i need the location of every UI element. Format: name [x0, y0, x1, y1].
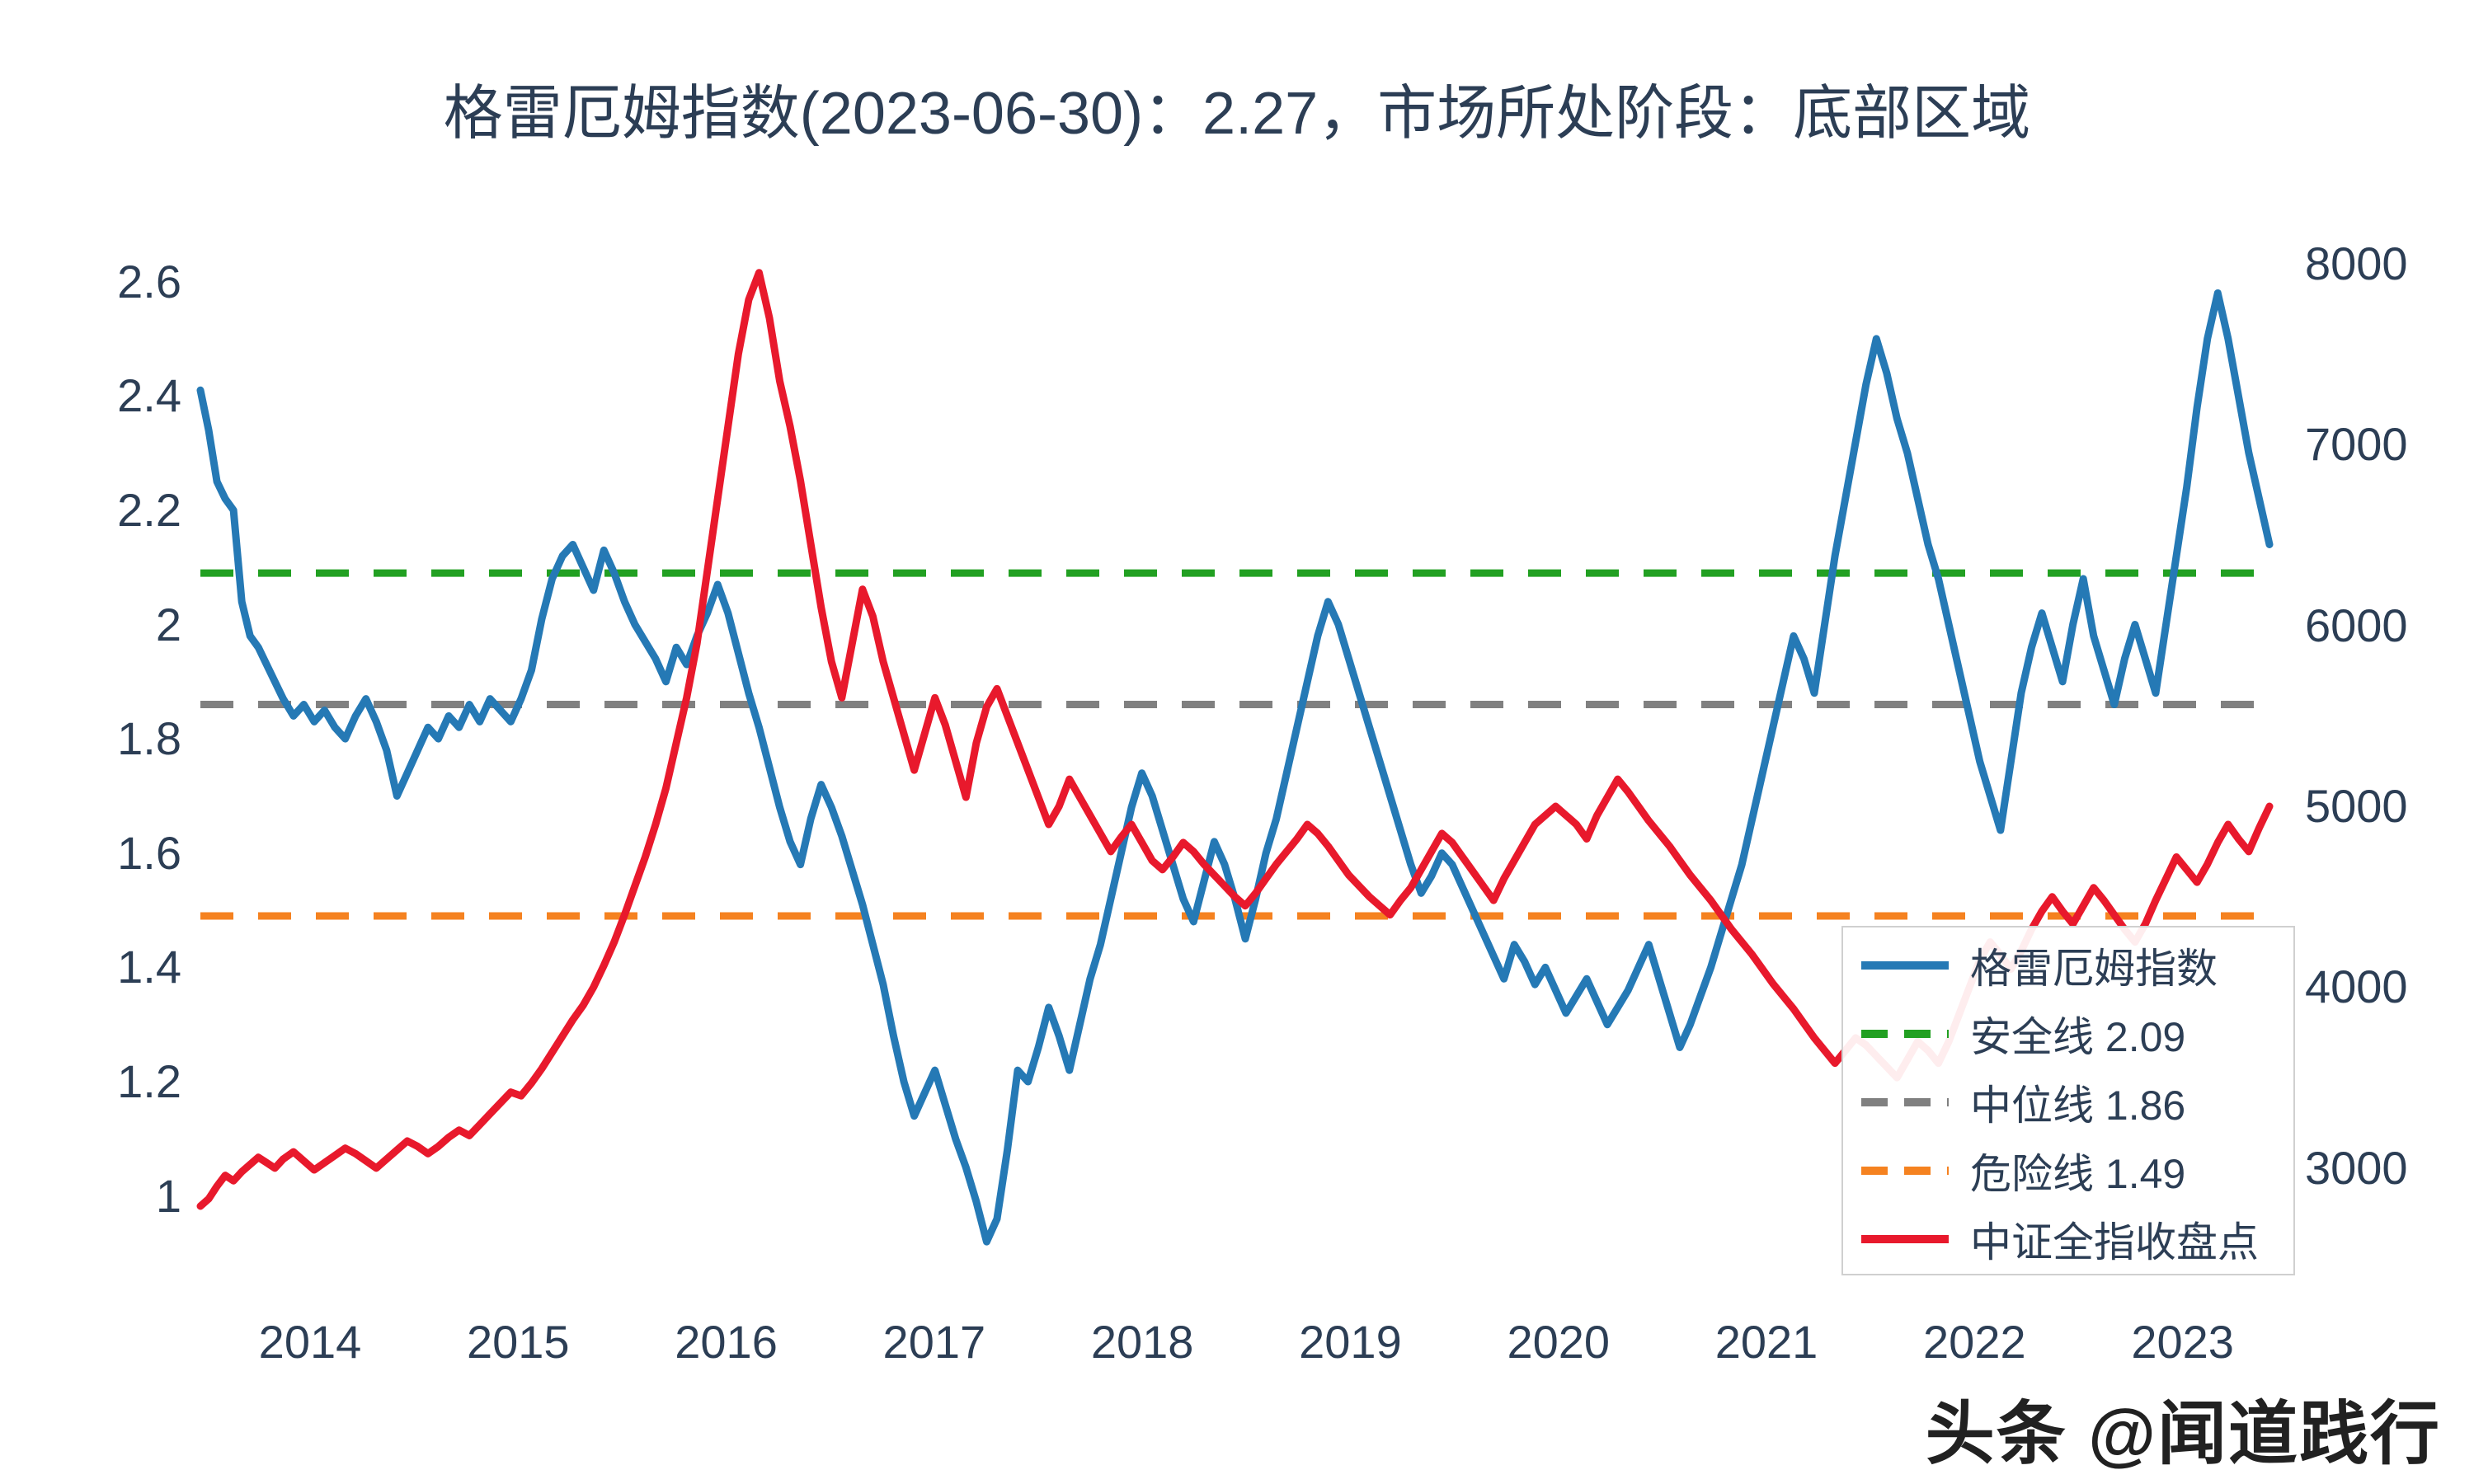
legend-swatch-graham-index-icon [1843, 931, 1967, 1000]
legend-label: 中位线 1.86 [1970, 1082, 2186, 1129]
page-title: 格雷厄姆指数(2023-06-30)：2.27，市场所处阶段：底部区域 [443, 81, 2031, 147]
legend-item-danger-line[interactable]: 危险线 1.49 [1843, 1136, 2297, 1205]
x-axis-tick: 2023 [2131, 1316, 2234, 1368]
legend-item-median-line[interactable]: 中位线 1.86 [1843, 1068, 2297, 1137]
y-axis-right-tick: 3000 [2305, 1141, 2408, 1194]
legend-item-csi-all-share-close[interactable]: 中证全指收盘点 [1843, 1205, 2297, 1274]
y-axis-right-tick: 8000 [2305, 237, 2408, 289]
legend-item-safe-line[interactable]: 安全线 2.09 [1843, 999, 2297, 1068]
series-line-graham-index [196, 289, 2274, 1246]
x-axis-tick: 2022 [1923, 1316, 2026, 1368]
legend-label: 中证全指收盘点 [1970, 1219, 2259, 1266]
y-axis-right-tick: 6000 [2305, 599, 2408, 651]
y-axis-left-tick: 2.2 [117, 483, 181, 536]
legend-swatch-safe-line-icon [1843, 999, 1967, 1068]
y-axis-right-tick: 5000 [2305, 780, 2408, 833]
legend-label: 安全线 2.09 [1970, 1014, 2186, 1060]
x-axis-tick: 2015 [466, 1316, 570, 1368]
y-axis-left-tick: 2.4 [117, 369, 181, 422]
legend-swatch-median-line-icon [1843, 1068, 1967, 1137]
x-axis-tick: 2016 [675, 1316, 778, 1368]
chart-legend: 格雷厄姆指数 安全线 2.09 中位线 1.86 危险线 1.49 中证全指收盘点 [1841, 926, 2295, 1275]
x-axis-tick: 2020 [1507, 1316, 1611, 1368]
y-axis-left-tick: 1 [155, 1169, 181, 1222]
y-axis-left-tick: 1.2 [117, 1055, 181, 1108]
legend-item-graham-index[interactable]: 格雷厄姆指数 [1843, 931, 2297, 1000]
legend-swatch-csi-all-share-close-icon [1843, 1205, 1967, 1274]
y-axis-left-tick: 1.4 [117, 941, 181, 993]
y-axis-left-tick: 1.6 [117, 826, 181, 879]
y-axis-left-tick: 2.6 [117, 255, 181, 308]
legend-swatch-danger-line-icon [1843, 1136, 1967, 1205]
x-axis-tick: 2014 [258, 1316, 362, 1368]
legend-label: 格雷厄姆指数 [1970, 946, 2218, 992]
y-axis-left-tick: 1.8 [117, 712, 181, 765]
watermark: 头条 @闻道践行 [1925, 1395, 2441, 1472]
x-axis-tick: 2017 [882, 1316, 986, 1368]
y-axis-left-tick: 2 [155, 598, 181, 650]
y-axis-right-tick: 7000 [2305, 418, 2408, 471]
legend-label: 危险线 1.49 [1970, 1151, 2186, 1197]
y-axis-right-tick: 4000 [2305, 960, 2408, 1013]
x-axis-tick: 2018 [1090, 1316, 1194, 1368]
x-axis-tick: 2021 [1714, 1316, 1818, 1368]
x-axis-tick: 2019 [1299, 1316, 1402, 1368]
